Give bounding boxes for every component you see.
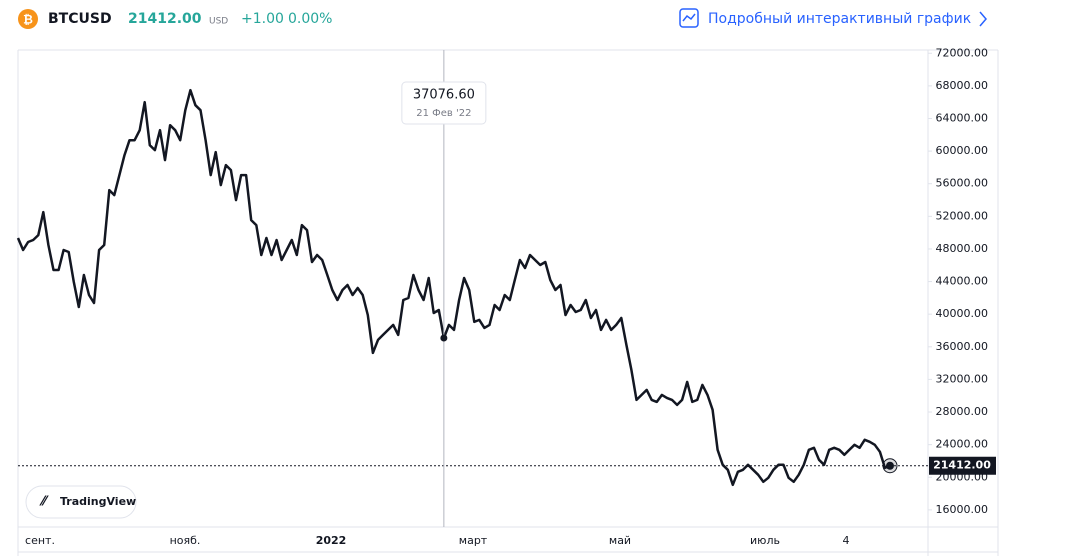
x-tick-label: июль bbox=[750, 534, 780, 547]
crosshair-point bbox=[440, 334, 448, 342]
y-tick-label: 48000.00 bbox=[936, 242, 989, 255]
last-price-box bbox=[929, 456, 996, 475]
watermark: TradingView bbox=[60, 495, 136, 508]
bitcoin-icon bbox=[18, 9, 38, 29]
x-tick-label: 2022 bbox=[316, 534, 347, 547]
x-tick-label: март bbox=[459, 534, 488, 547]
chevron[interactable] bbox=[979, 11, 987, 27]
x-tick-label: 4 bbox=[843, 534, 850, 547]
x-tick-label: нояб. bbox=[170, 534, 201, 547]
y-tick-label: 44000.00 bbox=[936, 275, 989, 288]
currency: USD bbox=[209, 17, 228, 27]
x-tick-label: май bbox=[609, 534, 631, 547]
tooltip-value: 37076.60 bbox=[413, 88, 475, 103]
y-tick-label: 28000.00 bbox=[936, 405, 989, 418]
y-tick-label: 16000.00 bbox=[936, 503, 989, 516]
y-tick-label: 64000.00 bbox=[936, 111, 989, 124]
last-price-label: 21412.00 bbox=[933, 459, 991, 472]
bitcoin-glyph: ₿ bbox=[23, 13, 33, 27]
y-tick-label: 32000.00 bbox=[936, 372, 989, 385]
price-line bbox=[16, 88, 891, 487]
last-point bbox=[886, 461, 894, 470]
y-tick-label: 52000.00 bbox=[936, 209, 989, 222]
watermark-logo: ⁄⁄ bbox=[39, 495, 49, 510]
y-tick-label: 72000.00 bbox=[936, 46, 989, 59]
change-percent: 0.00% bbox=[288, 11, 332, 27]
x-tick-label: сент. bbox=[25, 534, 55, 547]
chart-icon[interactable] bbox=[679, 8, 699, 28]
chart-icon-line bbox=[682, 13, 696, 22]
tooltip bbox=[401, 81, 487, 125]
y-tick-label: 60000.00 bbox=[936, 144, 989, 157]
price: 21412.00 bbox=[128, 11, 202, 27]
y-tick-label: 68000.00 bbox=[936, 79, 989, 92]
tooltip-date: 21 Фев '22 bbox=[416, 108, 471, 119]
symbol: BTCUSD bbox=[48, 11, 112, 27]
change: +1.00 bbox=[241, 11, 284, 27]
detail-link[interactable]: Подробный интерактивный график bbox=[708, 11, 971, 27]
y-tick-label: 24000.00 bbox=[936, 438, 989, 451]
y-tick-label: 36000.00 bbox=[936, 340, 989, 353]
y-tick-label: 56000.00 bbox=[936, 177, 989, 190]
watermark-badge bbox=[25, 485, 137, 519]
y-tick-label: 40000.00 bbox=[936, 307, 989, 320]
